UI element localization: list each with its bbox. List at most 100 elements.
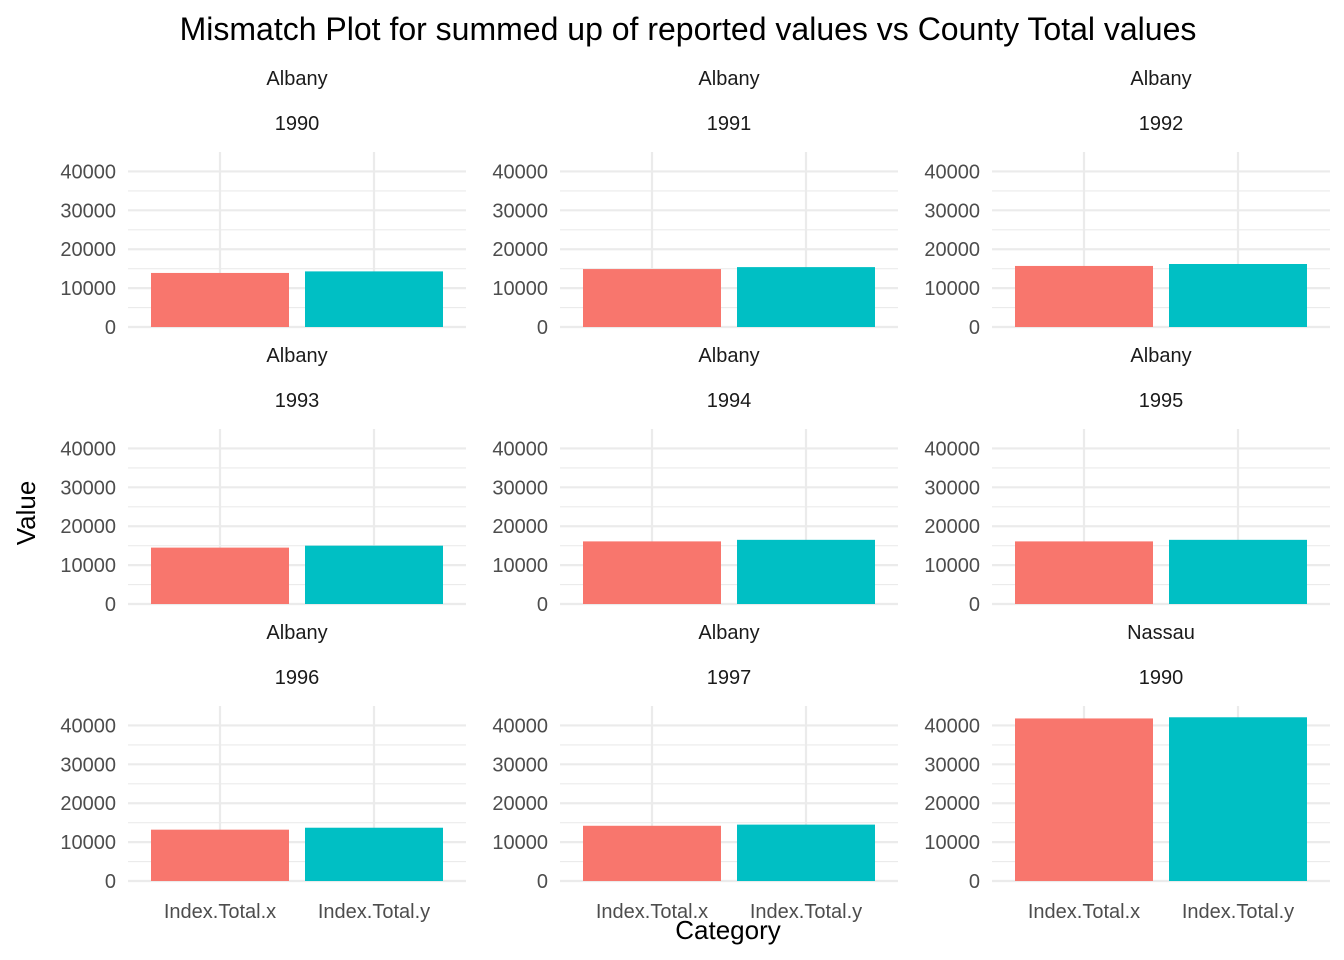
y-tick-label: 40000: [924, 161, 980, 183]
bar-index-total-x: [583, 541, 721, 604]
y-tick-label: 20000: [60, 239, 116, 261]
chart-title: Mismatch Plot for summed up of reported …: [180, 11, 1197, 47]
facet-county-label: Nassau: [1127, 622, 1195, 644]
bar-index-total-y: [305, 827, 443, 881]
y-tick-label: 10000: [492, 278, 548, 300]
y-tick-label: 20000: [492, 793, 548, 815]
x-tick-label: Index.Total.y: [318, 901, 430, 923]
y-tick-label: 10000: [924, 832, 980, 854]
y-tick-label: 20000: [60, 516, 116, 538]
y-tick-label: 20000: [492, 516, 548, 538]
facet-county-label: Albany: [266, 68, 327, 90]
y-tick-label: 0: [105, 871, 116, 893]
y-tick-label: 10000: [492, 555, 548, 577]
y-tick-label: 30000: [492, 754, 548, 776]
y-tick-label: 20000: [924, 516, 980, 538]
bar-index-total-x: [1015, 541, 1153, 604]
y-tick-label: 30000: [492, 200, 548, 222]
y-tick-label: 20000: [924, 793, 980, 815]
bar-index-total-x: [151, 547, 289, 604]
y-tick-label: 30000: [924, 477, 980, 499]
y-tick-label: 40000: [492, 438, 548, 460]
facet-panel: Albany 1991 0 10000 20000 30000 40000: [492, 68, 898, 339]
y-tick-label: 0: [537, 317, 548, 339]
bar-index-total-x: [583, 825, 721, 881]
y-tick-label: 40000: [924, 715, 980, 737]
facet-panel: Albany 1994 0 10000 20000 30000 40000: [492, 345, 898, 616]
y-tick-label: 10000: [60, 832, 116, 854]
y-tick-label: 40000: [60, 438, 116, 460]
y-tick-label: 0: [969, 594, 980, 616]
facet-year-label: 1991: [707, 113, 752, 135]
facet-panels: Albany 1990 0 10000 20000 30000 40000 Albany 199…: [60, 68, 1330, 923]
x-tick-label: Index.Total.x: [1028, 901, 1140, 923]
bar-index-total-x: [1015, 718, 1153, 881]
facet-county-label: Albany: [698, 68, 759, 90]
y-tick-label: 30000: [60, 754, 116, 776]
y-tick-label: 20000: [60, 793, 116, 815]
y-tick-label: 30000: [924, 200, 980, 222]
y-tick-label: 10000: [60, 555, 116, 577]
facet-county-label: Albany: [1130, 68, 1191, 90]
y-tick-label: 10000: [492, 832, 548, 854]
y-tick-label: 0: [105, 317, 116, 339]
y-tick-label: 10000: [60, 278, 116, 300]
bar-index-total-x: [151, 272, 289, 327]
y-tick-label: 30000: [60, 477, 116, 499]
y-tick-label: 40000: [60, 161, 116, 183]
facet-year-label: 1996: [275, 667, 320, 689]
y-tick-label: 20000: [492, 239, 548, 261]
bar-index-total-x: [1015, 265, 1153, 327]
y-tick-label: 40000: [924, 438, 980, 460]
facet-year-label: 1990: [1139, 667, 1184, 689]
x-tick-label: Index.Total.x: [164, 901, 276, 923]
bar-index-total-y: [305, 271, 443, 327]
facet-year-label: 1995: [1139, 390, 1184, 412]
facet-panel: Albany 1993 0 10000 20000 30000 40000: [60, 345, 466, 616]
y-tick-label: 30000: [924, 754, 980, 776]
facet-county-label: Albany: [698, 345, 759, 367]
bar-index-total-y: [1169, 264, 1307, 327]
y-tick-label: 10000: [924, 555, 980, 577]
facet-county-label: Albany: [266, 622, 327, 644]
y-tick-label: 40000: [60, 715, 116, 737]
facet-panel: Albany 1996 0 10000 20000 30000 40000 Index.Tot…: [60, 622, 466, 923]
x-tick-label: Index.Total.y: [750, 901, 862, 923]
bar-index-total-x: [583, 269, 721, 327]
facet-county-label: Albany: [266, 345, 327, 367]
x-axis-title: Category: [675, 915, 781, 945]
y-tick-label: 0: [537, 594, 548, 616]
facet-county-label: Albany: [698, 622, 759, 644]
bar-index-total-y: [737, 824, 875, 881]
bar-index-total-y: [305, 545, 443, 604]
facet-panel: Albany 1997 0 10000 20000 30000 40000 Index.Tot…: [492, 622, 898, 923]
facet-year-label: 1997: [707, 667, 752, 689]
y-axis-title: Value: [11, 481, 41, 546]
facet-panel: Albany 1992 0 10000 20000 30000 40000: [924, 68, 1330, 339]
y-tick-label: 0: [105, 594, 116, 616]
facet-panel: Albany 1990 0 10000 20000 30000 40000: [60, 68, 466, 339]
y-tick-label: 0: [969, 317, 980, 339]
facet-year-label: 1993: [275, 390, 320, 412]
y-tick-label: 0: [537, 871, 548, 893]
y-tick-label: 30000: [60, 200, 116, 222]
y-tick-label: 10000: [924, 278, 980, 300]
facet-year-label: 1992: [1139, 113, 1184, 135]
y-tick-label: 40000: [492, 715, 548, 737]
bar-index-total-y: [1169, 717, 1307, 881]
bar-index-total-y: [737, 267, 875, 327]
bar-index-total-y: [1169, 539, 1307, 604]
facet-panel: Albany 1995 0 10000 20000 30000 40000: [924, 345, 1330, 616]
x-tick-label: Index.Total.x: [596, 901, 708, 923]
bar-index-total-x: [151, 829, 289, 881]
bar-index-total-y: [737, 539, 875, 604]
y-tick-label: 0: [969, 871, 980, 893]
y-tick-label: 40000: [492, 161, 548, 183]
facet-year-label: 1990: [275, 113, 320, 135]
x-tick-label: Index.Total.y: [1182, 901, 1294, 923]
facet-year-label: 1994: [707, 390, 752, 412]
facet-county-label: Albany: [1130, 345, 1191, 367]
y-tick-label: 30000: [492, 477, 548, 499]
y-tick-label: 20000: [924, 239, 980, 261]
